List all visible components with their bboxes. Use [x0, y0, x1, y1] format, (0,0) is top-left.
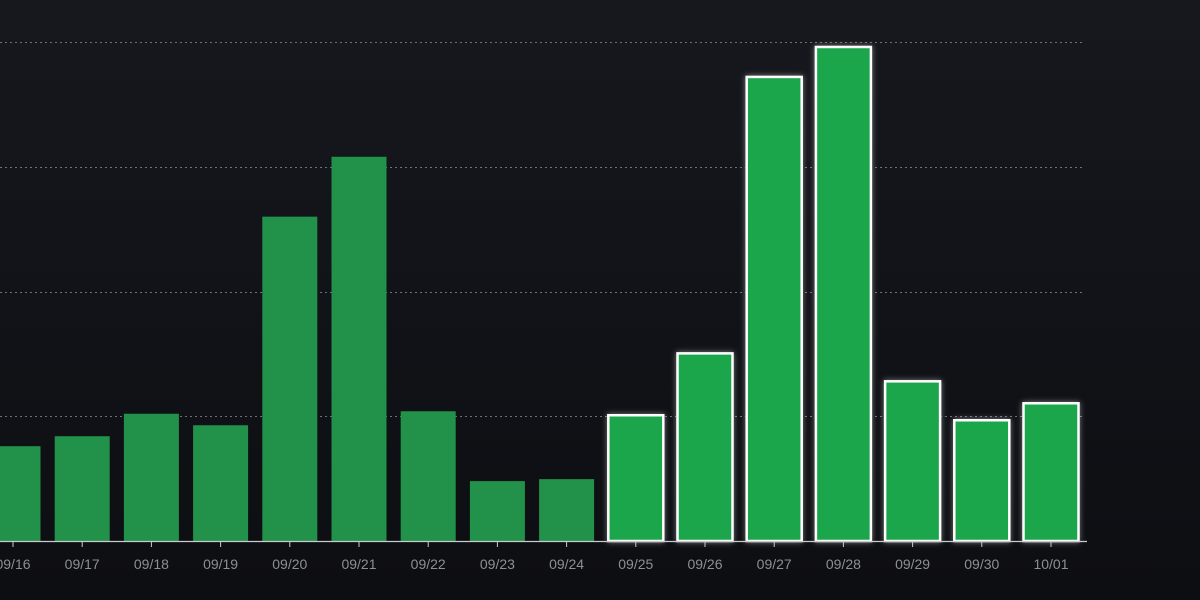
bar-09-24[interactable]: [539, 479, 595, 541]
x-tick-label: 09/24: [549, 556, 584, 572]
bars: [0, 45, 1080, 543]
bar-09-18[interactable]: [123, 413, 179, 541]
x-axis-ticks: 09/16 09/17 09/18 09/19 09/20 09/21 09/22 09/23…: [0, 541, 1069, 572]
bar-09-19[interactable]: [193, 425, 249, 541]
bar-10-01[interactable]: [1022, 402, 1080, 543]
bar-09-16[interactable]: [0, 446, 41, 541]
bar-09-30[interactable]: [953, 418, 1011, 543]
x-tick-label: 09/29: [895, 556, 930, 572]
x-tick-label: 09/26: [687, 556, 722, 572]
bar-09-17[interactable]: [54, 436, 110, 541]
x-tick-label: 09/19: [203, 556, 238, 572]
gridlines: [0, 42, 1085, 417]
x-tick-label: 09/21: [341, 556, 376, 572]
x-tick-label: 09/30: [964, 556, 999, 572]
x-tick-label: 10/01: [1033, 556, 1068, 572]
x-tick-label: 09/16: [0, 556, 31, 572]
x-tick-label: 09/17: [65, 556, 100, 572]
x-tick-label: 09/27: [757, 556, 792, 572]
bar-09-29[interactable]: [883, 380, 942, 543]
bar-09-21[interactable]: [331, 156, 387, 541]
x-tick-label: 09/22: [411, 556, 446, 572]
bar-09-26[interactable]: [676, 352, 734, 543]
x-tick-label: 09/20: [272, 556, 307, 572]
bar-09-23[interactable]: [469, 481, 525, 541]
bar-09-28[interactable]: [814, 45, 873, 543]
x-tick-label: 09/18: [134, 556, 169, 572]
x-tick-label: 09/28: [826, 556, 861, 572]
bar-09-25[interactable]: [607, 414, 665, 543]
bar-09-27[interactable]: [745, 75, 803, 543]
x-tick-label: 09/23: [480, 556, 515, 572]
x-tick-label: 09/25: [618, 556, 653, 572]
bar-09-22[interactable]: [400, 411, 456, 541]
bar-09-20[interactable]: [262, 216, 318, 541]
